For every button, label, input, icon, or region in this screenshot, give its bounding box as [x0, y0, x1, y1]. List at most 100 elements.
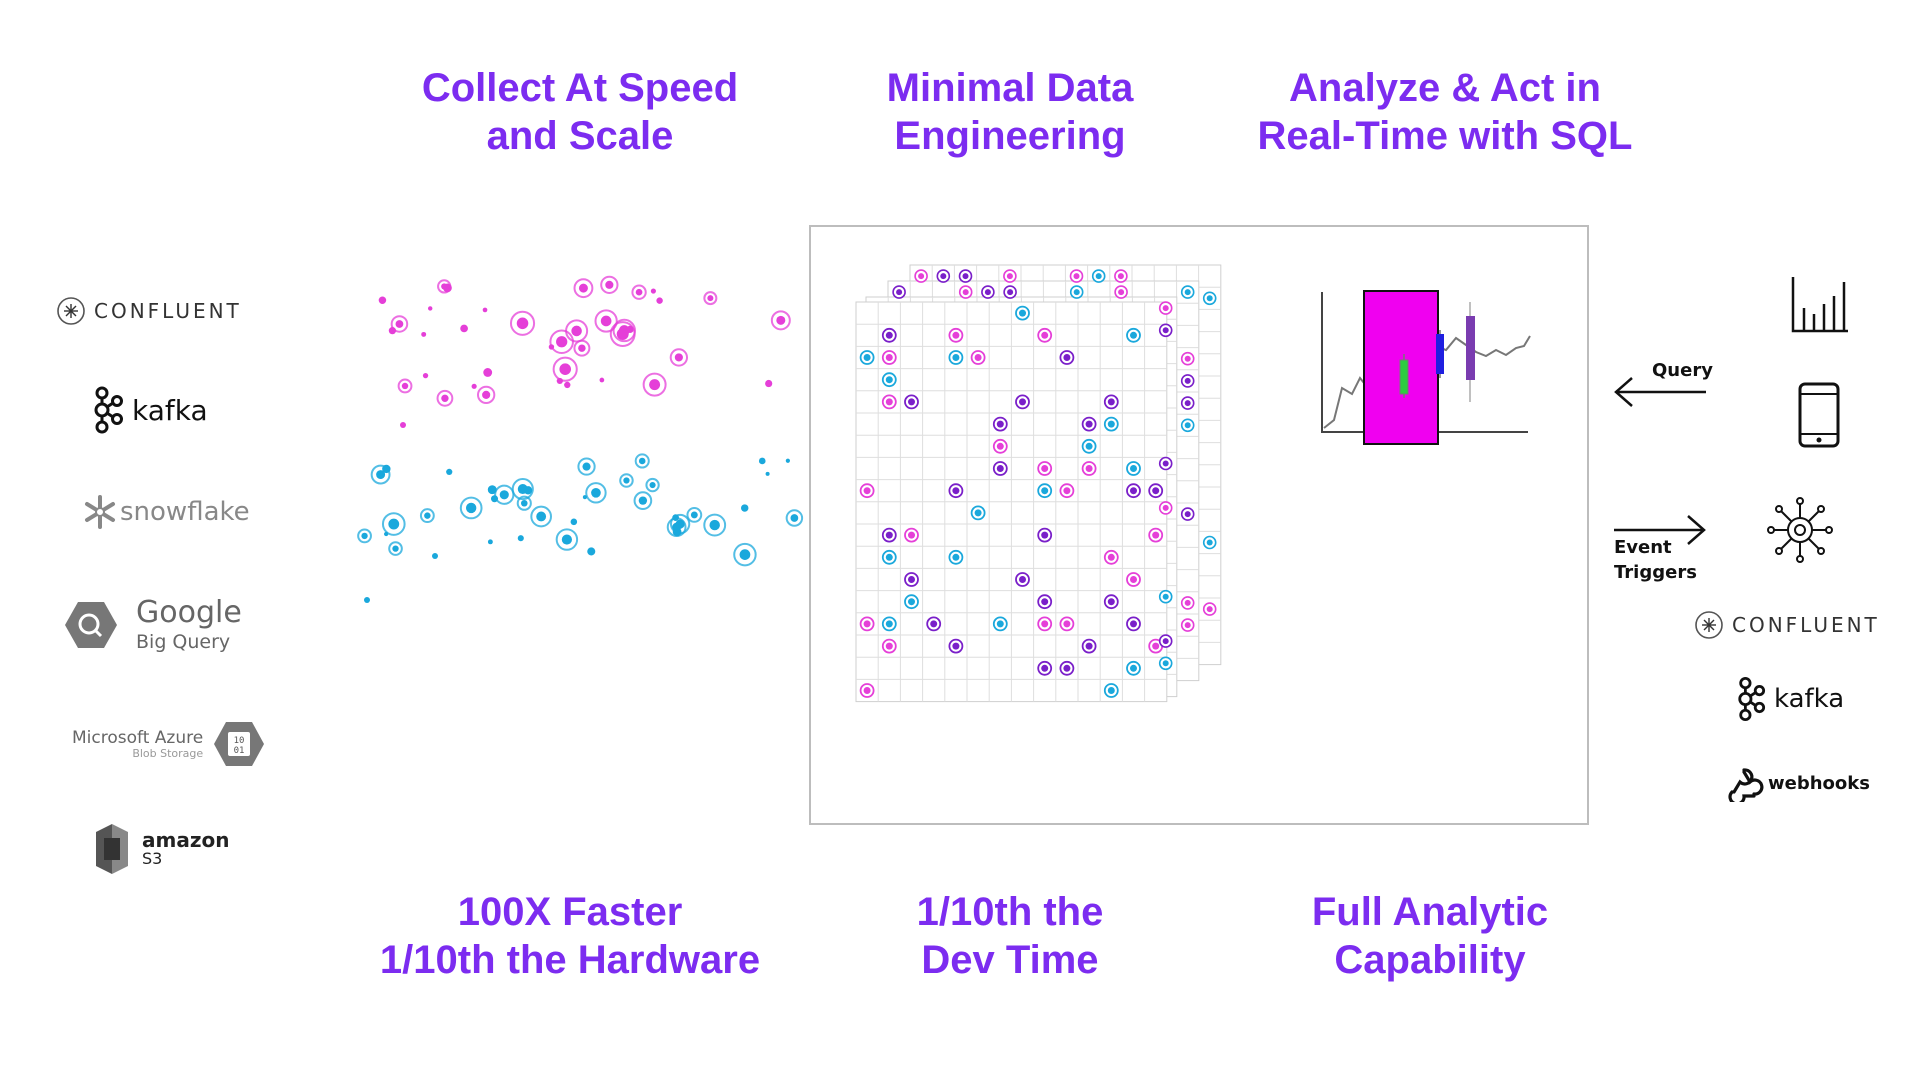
grid-marker [926, 616, 942, 632]
data-particle [765, 471, 770, 476]
grid-marker [1158, 501, 1173, 515]
data-particle [555, 528, 579, 551]
data-particle [587, 547, 596, 556]
grid-marker [1148, 638, 1164, 654]
grid-marker [1015, 394, 1030, 410]
data-particle [770, 310, 791, 331]
data-particle [564, 381, 571, 389]
data-particle [785, 458, 790, 463]
kafka-logo-icon [1738, 676, 1766, 722]
headline-collect-line2: and Scale [486, 114, 674, 158]
grid-marker [948, 638, 964, 654]
data-particle [631, 284, 647, 300]
snowflake-source-label: snowflake [120, 497, 250, 527]
data-particle [577, 457, 596, 476]
headline-engineering: Minimal Data Engineering [850, 64, 1170, 160]
grid-marker [1091, 269, 1106, 283]
grid-marker [1180, 618, 1195, 632]
data-particle [570, 518, 578, 526]
grid-marker [970, 350, 986, 365]
grid-marker [904, 527, 919, 543]
grid-marker [958, 269, 973, 283]
headline-faster-line1: 100X Faster [457, 890, 683, 934]
data-particle [482, 307, 488, 313]
webhooks-icon [1728, 768, 1764, 802]
kafka-source-logo: kafka [92, 386, 208, 434]
azure-blob-icon: 10 01 [214, 722, 265, 766]
grid-marker [1180, 418, 1195, 433]
chart-axes [1321, 292, 1528, 433]
data-particle [585, 482, 607, 504]
data-particle [609, 321, 636, 347]
data-particle [421, 331, 427, 337]
snowflake-logo-icon [85, 495, 115, 529]
data-particle [509, 310, 536, 336]
headline-devtime: 1/10th the Dev Time [880, 888, 1140, 984]
azure-sub-label: Blob Storage [132, 747, 204, 760]
kafka-logo-icon [94, 386, 123, 434]
grid-marker [948, 327, 964, 343]
grid-marker [1103, 549, 1119, 565]
data-particle [549, 329, 574, 355]
grid-marker [1202, 602, 1217, 616]
bigquery-logo-icon [65, 602, 117, 648]
grid-marker [1037, 594, 1053, 610]
bar-chart-icon [1791, 277, 1848, 333]
grid-marker [1126, 616, 1141, 632]
grid-marker [881, 549, 897, 565]
grid-marker [881, 527, 897, 543]
headline-analyze-line1: Analyze & Act in [1289, 66, 1601, 110]
headline-devtime-line1: 1/10th the [916, 890, 1104, 934]
kafka-source-label: kafka [132, 393, 208, 427]
grid-marker [881, 327, 897, 343]
confluent-source-logo: CONFLUENT [56, 296, 242, 326]
data-particle [703, 513, 727, 537]
bigquery-label: Big Query [136, 631, 231, 653]
data-particle [381, 512, 406, 536]
confluent-logo-icon [1695, 611, 1723, 639]
grid-marker [1059, 616, 1075, 632]
data-particle [388, 541, 403, 556]
data-particle [390, 315, 409, 333]
azure-text: Microsoft Azure Blob Storage [72, 728, 203, 760]
grid-marker [1069, 269, 1084, 283]
grid-marker [1158, 656, 1173, 671]
grid-marker [1037, 461, 1053, 476]
grid-marker [904, 594, 919, 610]
data-particle [483, 368, 493, 377]
grid-marker [1158, 301, 1173, 315]
bigquery-text: Google Big Query [136, 596, 242, 654]
grid-marker [859, 616, 875, 632]
grid-marker [904, 572, 919, 587]
data-particle [599, 377, 605, 383]
grid-marker [1126, 660, 1141, 676]
headline-collect-line1: Collect At Speed [421, 66, 739, 110]
grid-marker [1103, 394, 1119, 410]
data-particle [516, 495, 532, 511]
grid-marker [1015, 305, 1030, 321]
event-triggers-arrow [1614, 515, 1706, 545]
data-particle [471, 383, 477, 389]
grid-marker [948, 549, 964, 565]
headline-capability-line1: Full Analytic [1311, 890, 1549, 934]
grid-marker [1037, 616, 1053, 632]
data-particle [494, 484, 515, 505]
headline-faster-line2: 1/10th the Hardware [379, 938, 761, 982]
data-particle [669, 348, 689, 367]
grid-marker [1037, 527, 1053, 543]
network-hub-icon [1767, 497, 1833, 563]
grid-marker [1180, 396, 1195, 410]
grid-marker [1103, 683, 1119, 698]
grid-marker [970, 505, 986, 521]
svg-text:01: 01 [234, 746, 245, 756]
s3-source-logo: amazon S3 [92, 822, 229, 876]
chart-candle-purple [1466, 316, 1475, 380]
grid-marker [936, 269, 951, 283]
grid-marker [1158, 634, 1173, 648]
headline-engineering-line1: Minimal Data [886, 66, 1134, 110]
headline-analyze: Analyze & Act in Real-Time with SQL [1240, 64, 1650, 160]
data-particle [573, 278, 594, 299]
grid-marker [904, 394, 919, 410]
grid-marker [1081, 461, 1097, 476]
data-particle [436, 389, 454, 407]
